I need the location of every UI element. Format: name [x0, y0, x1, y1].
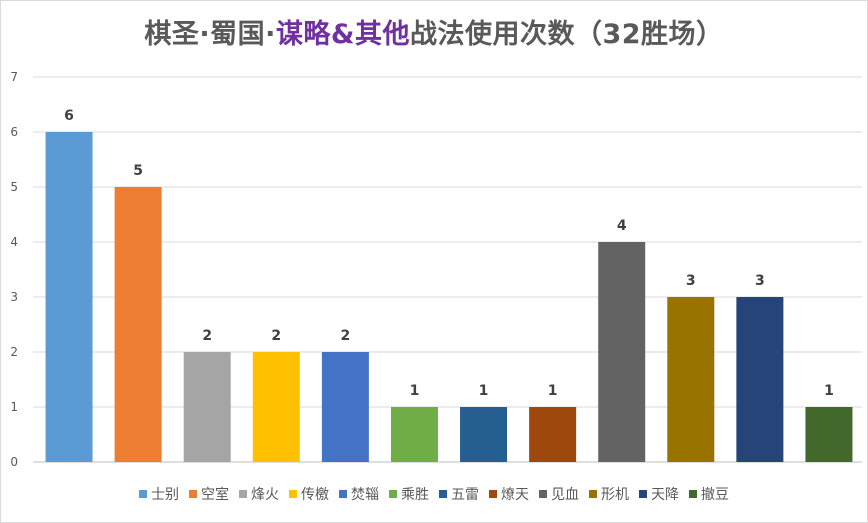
data-label: 3	[755, 273, 765, 289]
data-label: 6	[64, 108, 74, 124]
legend-swatch	[689, 490, 697, 498]
y-tick-label: 0	[10, 455, 18, 469]
legend-label: 五雷	[451, 487, 479, 503]
legend-label: 传檄	[301, 487, 329, 503]
y-tick-label: 2	[10, 345, 18, 359]
y-tick-label: 4	[10, 235, 18, 249]
bar	[390, 407, 438, 462]
legend-item: 空室	[189, 484, 229, 504]
legend-swatch	[489, 490, 497, 498]
data-label: 1	[824, 383, 834, 399]
bar	[529, 407, 577, 462]
legend-swatch	[389, 490, 397, 498]
legend-label: 形机	[601, 487, 629, 503]
data-label: 2	[341, 328, 351, 344]
y-tick-label: 7	[10, 70, 18, 84]
legend-item: 天降	[639, 484, 679, 504]
legend-item: 焚辎	[339, 484, 379, 504]
bar	[667, 297, 715, 462]
bar	[460, 407, 508, 462]
bar	[736, 297, 784, 462]
data-label: 2	[271, 328, 281, 344]
legend-label: 焚辎	[351, 487, 379, 503]
legend-label: 空室	[201, 487, 229, 503]
legend-swatch	[539, 490, 547, 498]
data-label: 1	[410, 383, 420, 399]
legend-item: 五雷	[439, 484, 479, 504]
legend-label: 天降	[651, 487, 679, 503]
chart-title-part1: 棋圣·蜀国·	[144, 19, 276, 50]
legend-label: 撤豆	[701, 487, 729, 503]
y-tick-label: 5	[10, 180, 18, 194]
legend-swatch	[339, 490, 347, 498]
legend-item: 见血	[539, 484, 579, 504]
legend-swatch	[139, 490, 147, 498]
bar	[598, 242, 646, 462]
legend-item: 乘胜	[389, 484, 429, 504]
bar	[805, 407, 853, 462]
data-label: 1	[548, 383, 558, 399]
legend-item: 形机	[589, 484, 629, 504]
legend-item: 传檄	[289, 484, 329, 504]
legend-swatch	[239, 490, 247, 498]
legend-label: 烽火	[251, 487, 279, 503]
chart-title-part3: 战法使用次数（32胜场）	[409, 19, 724, 50]
data-label: 4	[617, 218, 627, 234]
legend-item: 燎天	[489, 484, 529, 504]
y-tick-label: 6	[10, 125, 18, 139]
legend-label: 士别	[151, 487, 179, 503]
legend-swatch	[189, 490, 197, 498]
chart-title: 棋圣·蜀国·谋略&其他战法使用次数（32胜场）	[0, 12, 868, 51]
data-label: 5	[133, 163, 143, 179]
legend-label: 见血	[551, 487, 579, 503]
legend-swatch	[439, 490, 447, 498]
chart-legend: 士别 空室 烽火 传檄 焚辎 乘胜 五雷 燎天 见血 形机 天降 撤豆	[0, 484, 868, 504]
legend-item: 士别	[139, 484, 179, 504]
data-label: 2	[202, 328, 212, 344]
legend-item: 烽火	[239, 484, 279, 504]
legend-swatch	[639, 490, 647, 498]
legend-label: 燎天	[501, 487, 529, 503]
legend-swatch	[289, 490, 297, 498]
legend-swatch	[589, 490, 597, 498]
data-label: 3	[686, 273, 696, 289]
bar	[45, 132, 93, 462]
y-tick-label: 1	[10, 400, 18, 414]
bar	[114, 187, 162, 462]
data-label: 1	[479, 383, 489, 399]
bar	[183, 352, 231, 462]
bar	[252, 352, 300, 462]
y-tick-label: 3	[10, 290, 18, 304]
legend-label: 乘胜	[401, 487, 429, 503]
bar	[321, 352, 369, 462]
legend-item: 撤豆	[689, 484, 729, 504]
chart-title-highlight: 谋略&其他	[275, 19, 410, 50]
